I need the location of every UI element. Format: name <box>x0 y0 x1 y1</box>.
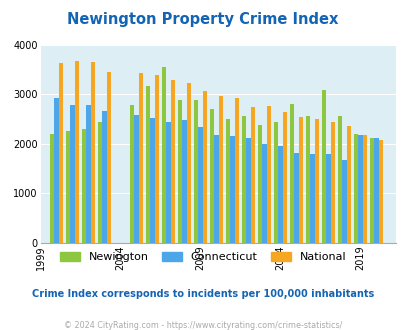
Bar <box>209 109 214 243</box>
Bar <box>250 107 255 243</box>
Bar <box>182 120 186 243</box>
Bar <box>294 153 298 243</box>
Bar <box>246 138 250 243</box>
Bar <box>326 154 330 243</box>
Bar <box>373 138 378 243</box>
Bar <box>257 125 262 243</box>
Bar <box>230 136 234 243</box>
Bar <box>50 134 54 243</box>
Bar <box>218 96 223 243</box>
Bar <box>107 72 111 243</box>
Bar <box>358 135 362 243</box>
Bar <box>310 154 314 243</box>
Bar <box>150 118 154 243</box>
Bar <box>282 112 287 243</box>
Bar <box>134 115 139 243</box>
Bar <box>337 116 341 243</box>
Bar <box>298 117 303 243</box>
Bar <box>66 131 70 243</box>
Bar <box>262 144 266 243</box>
Bar <box>186 82 191 243</box>
Bar <box>171 80 175 243</box>
Text: Crime Index corresponds to incidents per 100,000 inhabitants: Crime Index corresponds to incidents per… <box>32 289 373 299</box>
Bar <box>145 86 150 243</box>
Bar <box>98 122 102 243</box>
Bar <box>378 140 382 243</box>
Bar <box>139 73 143 243</box>
Bar <box>59 63 63 243</box>
Bar <box>278 146 282 243</box>
Bar <box>234 98 239 243</box>
Text: © 2024 CityRating.com - https://www.cityrating.com/crime-statistics/: © 2024 CityRating.com - https://www.city… <box>64 321 341 330</box>
Bar <box>321 90 326 243</box>
Bar <box>289 104 294 243</box>
Bar <box>86 105 91 243</box>
Bar <box>102 111 107 243</box>
Bar <box>91 62 95 243</box>
Bar <box>154 75 159 243</box>
Bar <box>75 61 79 243</box>
Bar <box>202 91 207 243</box>
Bar <box>194 100 198 243</box>
Bar <box>362 135 367 243</box>
Bar <box>369 138 373 243</box>
Bar <box>241 116 246 243</box>
Bar <box>346 126 350 243</box>
Bar <box>353 134 358 243</box>
Bar <box>82 129 86 243</box>
Bar <box>273 122 278 243</box>
Bar <box>314 119 319 243</box>
Bar <box>214 135 218 243</box>
Bar <box>305 116 310 243</box>
Text: Newington Property Crime Index: Newington Property Crime Index <box>67 12 338 26</box>
Bar <box>225 119 230 243</box>
Bar <box>130 105 134 243</box>
Legend: Newington, Connecticut, National: Newington, Connecticut, National <box>55 248 350 267</box>
Bar <box>330 122 335 243</box>
Bar <box>266 106 271 243</box>
Bar <box>54 98 59 243</box>
Bar <box>341 160 346 243</box>
Bar <box>166 122 171 243</box>
Bar <box>162 67 166 243</box>
Bar <box>177 100 182 243</box>
Bar <box>198 127 202 243</box>
Bar <box>70 106 75 243</box>
